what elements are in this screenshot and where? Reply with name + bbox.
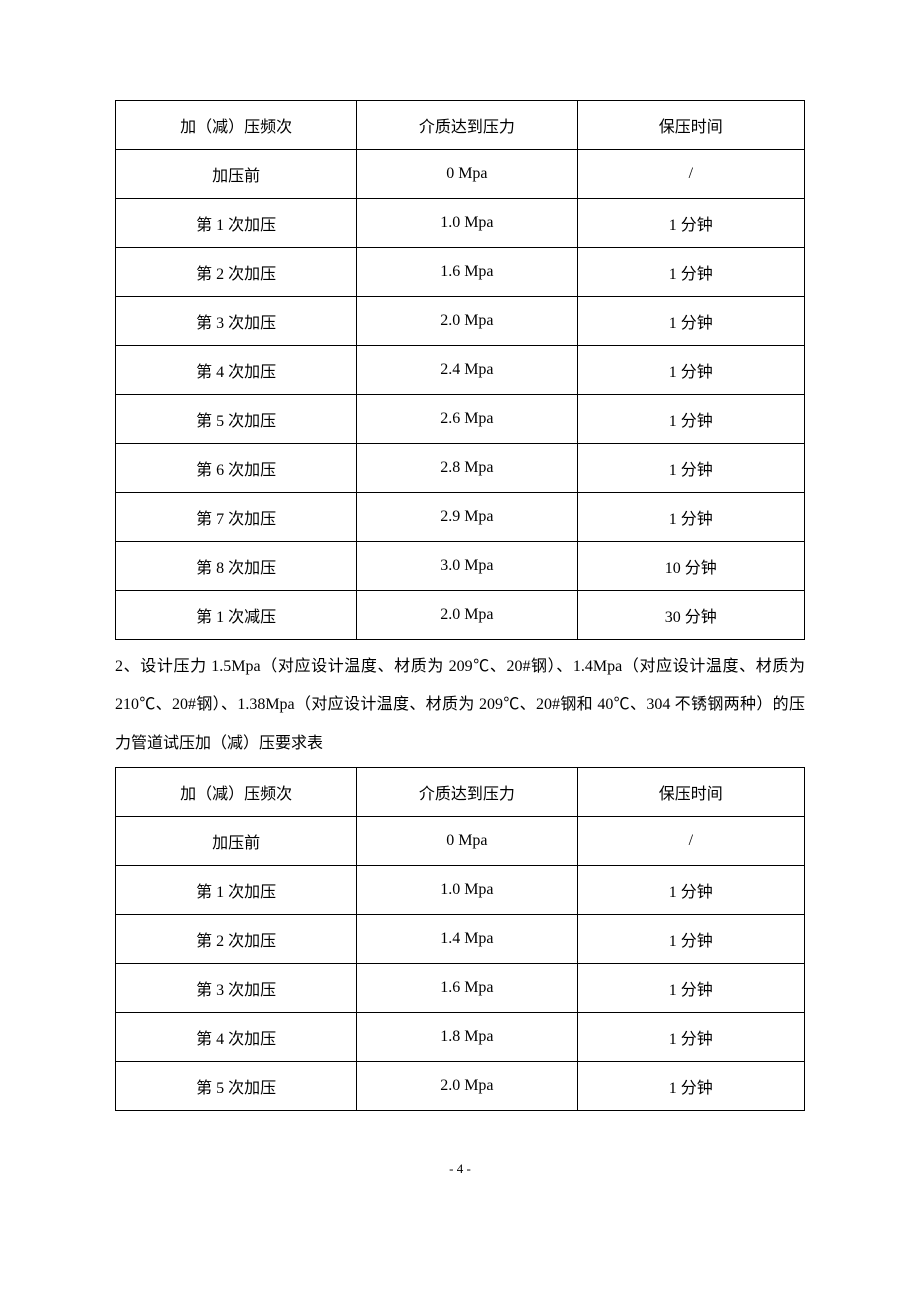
col-freq: 加（减）压频次: [116, 101, 357, 150]
table-row: 第 3 次加压1.6 Mpa1 分钟: [116, 964, 805, 1013]
table2-body: 加压前0 Mpa/第 1 次加压1.0 Mpa1 分钟第 2 次加压1.4 Mp…: [116, 817, 805, 1111]
table-cell: 1.6 Mpa: [357, 248, 577, 297]
table-row: 第 3 次加压2.0 Mpa1 分钟: [116, 297, 805, 346]
table-row: 第 1 次加压1.0 Mpa1 分钟: [116, 199, 805, 248]
table-cell: 第 4 次加压: [116, 346, 357, 395]
table-cell: 1 分钟: [577, 1062, 804, 1111]
table-cell: 第 3 次加压: [116, 297, 357, 346]
table-cell: 第 5 次加压: [116, 1062, 357, 1111]
table-cell: 0 Mpa: [357, 817, 577, 866]
table-cell: 30 分钟: [577, 591, 804, 640]
table-cell: 2.6 Mpa: [357, 395, 577, 444]
table-row: 第 2 次加压1.4 Mpa1 分钟: [116, 915, 805, 964]
table-cell: 10 分钟: [577, 542, 804, 591]
table-row: 加压前0 Mpa/: [116, 150, 805, 199]
table-cell: 1 分钟: [577, 444, 804, 493]
table-row: 第 7 次加压2.9 Mpa1 分钟: [116, 493, 805, 542]
table-cell: 第 1 次加压: [116, 199, 357, 248]
table-cell: 2.0 Mpa: [357, 1062, 577, 1111]
table-header-row: 加（减）压频次 介质达到压力 保压时间: [116, 101, 805, 150]
table-cell: 1.8 Mpa: [357, 1013, 577, 1062]
table-row: 第 2 次加压1.6 Mpa1 分钟: [116, 248, 805, 297]
table-cell: 第 1 次加压: [116, 866, 357, 915]
table-cell: 第 1 次减压: [116, 591, 357, 640]
table-cell: 1 分钟: [577, 1013, 804, 1062]
table-header-row: 加（减）压频次 介质达到压力 保压时间: [116, 768, 805, 817]
table-cell: 第 3 次加压: [116, 964, 357, 1013]
table-cell: 第 7 次加压: [116, 493, 357, 542]
table-cell: 第 4 次加压: [116, 1013, 357, 1062]
table1-body: 加压前0 Mpa/第 1 次加压1.0 Mpa1 分钟第 2 次加压1.6 Mp…: [116, 150, 805, 640]
table-cell: /: [577, 150, 804, 199]
page-number: - 4 -: [115, 1161, 805, 1177]
table-cell: 第 5 次加压: [116, 395, 357, 444]
table-cell: 1.0 Mpa: [357, 866, 577, 915]
col-time: 保压时间: [577, 768, 804, 817]
table-cell: 2.0 Mpa: [357, 297, 577, 346]
table-cell: /: [577, 817, 804, 866]
table-cell: 第 6 次加压: [116, 444, 357, 493]
table-cell: 1 分钟: [577, 964, 804, 1013]
table-row: 第 4 次加压2.4 Mpa1 分钟: [116, 346, 805, 395]
table-cell: 第 8 次加压: [116, 542, 357, 591]
table-cell: 1.6 Mpa: [357, 964, 577, 1013]
table-cell: 2.9 Mpa: [357, 493, 577, 542]
table-cell: 1 分钟: [577, 866, 804, 915]
table-row: 第 4 次加压1.8 Mpa1 分钟: [116, 1013, 805, 1062]
table-cell: 1 分钟: [577, 297, 804, 346]
table-row: 加压前0 Mpa/: [116, 817, 805, 866]
table-cell: 1 分钟: [577, 915, 804, 964]
table-cell: 第 2 次加压: [116, 915, 357, 964]
table-cell: 1 分钟: [577, 493, 804, 542]
col-freq: 加（减）压频次: [116, 768, 357, 817]
table-cell: 1 分钟: [577, 395, 804, 444]
table-cell: 2.8 Mpa: [357, 444, 577, 493]
table-row: 第 6 次加压2.8 Mpa1 分钟: [116, 444, 805, 493]
table-cell: 1 分钟: [577, 199, 804, 248]
col-time: 保压时间: [577, 101, 804, 150]
table-cell: 1 分钟: [577, 248, 804, 297]
table-cell: 第 2 次加压: [116, 248, 357, 297]
table-cell: 2.0 Mpa: [357, 591, 577, 640]
table-row: 第 8 次加压3.0 Mpa10 分钟: [116, 542, 805, 591]
pressure-table-1: 加（减）压频次 介质达到压力 保压时间 加压前0 Mpa/第 1 次加压1.0 …: [115, 100, 805, 640]
table-cell: 1.0 Mpa: [357, 199, 577, 248]
table-cell: 1 分钟: [577, 346, 804, 395]
table-row: 第 1 次减压2.0 Mpa30 分钟: [116, 591, 805, 640]
table-cell: 2.4 Mpa: [357, 346, 577, 395]
pressure-table-2: 加（减）压频次 介质达到压力 保压时间 加压前0 Mpa/第 1 次加压1.0 …: [115, 767, 805, 1111]
table-cell: 加压前: [116, 817, 357, 866]
table-row: 第 5 次加压2.0 Mpa1 分钟: [116, 1062, 805, 1111]
col-pressure: 介质达到压力: [357, 101, 577, 150]
table-row: 第 1 次加压1.0 Mpa1 分钟: [116, 866, 805, 915]
table-cell: 加压前: [116, 150, 357, 199]
table-cell: 3.0 Mpa: [357, 542, 577, 591]
table-row: 第 5 次加压2.6 Mpa1 分钟: [116, 395, 805, 444]
col-pressure: 介质达到压力: [357, 768, 577, 817]
section-2-paragraph: 2、设计压力 1.5Mpa（对应设计温度、材质为 209℃、20#钢）、1.4M…: [115, 648, 805, 763]
table-cell: 1.4 Mpa: [357, 915, 577, 964]
table-cell: 0 Mpa: [357, 150, 577, 199]
